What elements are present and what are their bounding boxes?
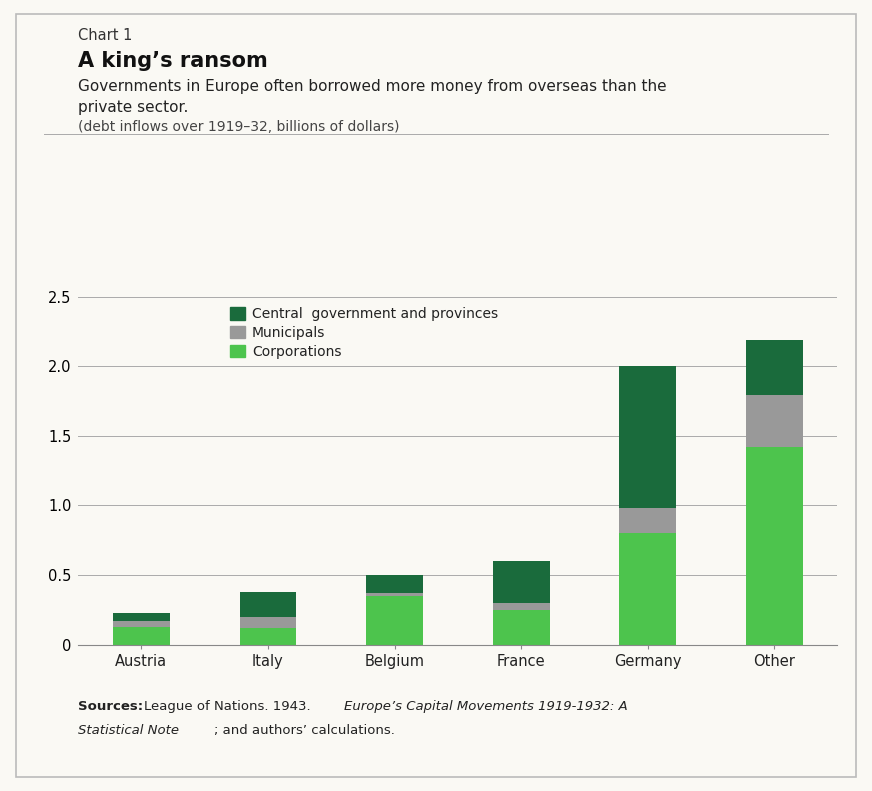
Text: A king’s ransom: A king’s ransom: [78, 51, 269, 71]
Bar: [240, 617, 296, 628]
Bar: [619, 533, 676, 645]
Bar: [240, 592, 296, 617]
Bar: [746, 340, 802, 396]
Text: League of Nations. 1943.: League of Nations. 1943.: [144, 700, 315, 713]
Text: ; and authors’ calculations.: ; and authors’ calculations.: [214, 724, 394, 736]
Text: Statistical Note: Statistical Note: [78, 724, 180, 736]
Bar: [113, 613, 170, 621]
Bar: [366, 593, 423, 596]
Bar: [366, 575, 423, 593]
Text: Chart 1: Chart 1: [78, 28, 133, 43]
Legend: Central  government and provinces, Municipals, Corporations: Central government and provinces, Munici…: [229, 307, 498, 359]
Bar: [113, 626, 170, 645]
Bar: [619, 366, 676, 509]
Bar: [746, 447, 802, 645]
Bar: [493, 603, 549, 610]
Text: Europe’s Capital Movements 1919-1932: A: Europe’s Capital Movements 1919-1932: A: [344, 700, 628, 713]
Bar: [493, 561, 549, 603]
Text: Governments in Europe often borrowed more money from overseas than the: Governments in Europe often borrowed mor…: [78, 79, 667, 94]
Bar: [240, 628, 296, 645]
Bar: [746, 396, 802, 447]
Bar: [619, 509, 676, 533]
Bar: [366, 596, 423, 645]
Text: private sector.: private sector.: [78, 100, 189, 115]
Bar: [493, 610, 549, 645]
Text: (debt inflows over 1919–32, billions of dollars): (debt inflows over 1919–32, billions of …: [78, 120, 400, 134]
Text: Sources:: Sources:: [78, 700, 144, 713]
Bar: [113, 621, 170, 626]
